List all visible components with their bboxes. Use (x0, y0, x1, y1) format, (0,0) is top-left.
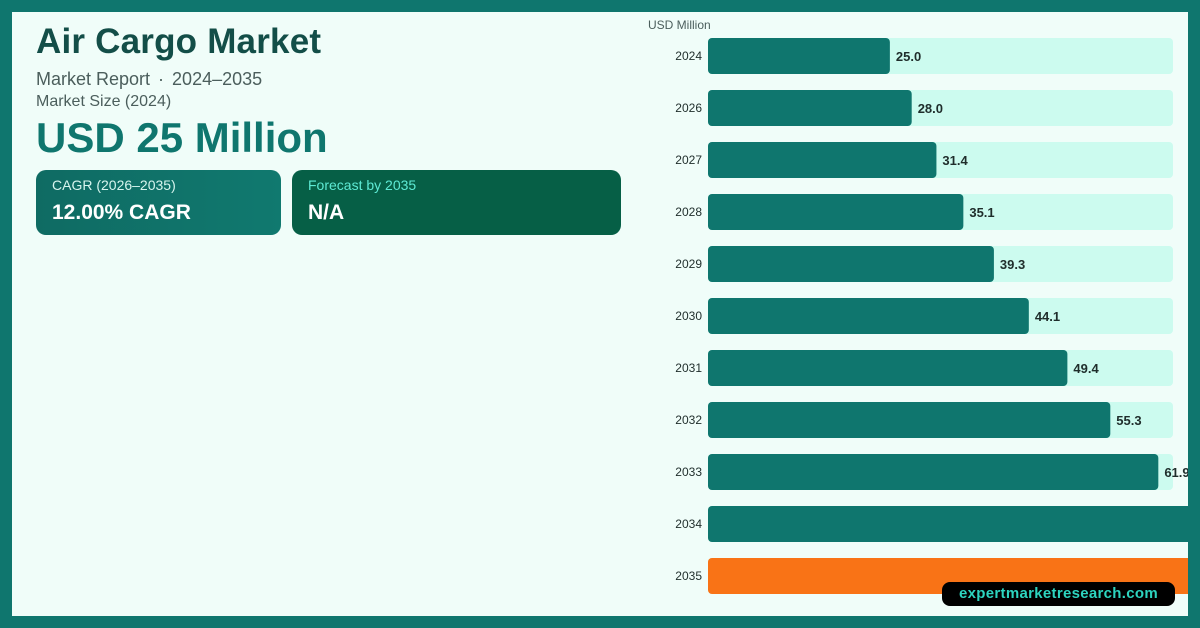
page-title: Air Cargo Market (36, 22, 322, 61)
tick-label-2031: 2031 (675, 361, 702, 375)
cagr-card: CAGR (2026–2035) 12.00% CAGR (36, 170, 281, 235)
report-period: 2024–2035 (172, 69, 263, 89)
forecast-label: Forecast by 2035 (308, 177, 417, 193)
tick-label-2028: 2028 (675, 205, 702, 219)
data-label-2028: 35.1 (969, 205, 994, 220)
data-label-2026: 28.0 (918, 101, 943, 116)
data-label-2027: 31.4 (942, 153, 968, 168)
data-label-2032: 55.3 (1116, 413, 1141, 428)
watermark: expertmarketresearch.com (942, 582, 1175, 606)
forecast-card: Forecast by 2035 N/A (292, 170, 621, 235)
tick-label-2034: 2034 (675, 517, 702, 531)
forecast-value: N/A (308, 201, 345, 224)
tick-label-2027: 2027 (675, 153, 702, 167)
tick-label-2033: 2033 (675, 465, 702, 479)
bar-2029 (708, 246, 994, 282)
tick-label-2026: 2026 (675, 101, 702, 115)
cagr-label: CAGR (2026–2035) (52, 177, 176, 193)
report-panel: Air Cargo Market Market Report · 2024–2035… (12, 12, 1188, 616)
report-label: Market Report (36, 69, 151, 89)
tick-label-2032: 2032 (675, 413, 702, 427)
bar-2034 (708, 506, 1188, 542)
report-subtitle: Market Report · 2024–2035 (36, 69, 262, 90)
data-label-2029: 39.3 (1000, 257, 1025, 272)
market-size-label: Market Size (2024) (36, 93, 172, 110)
bar-2031 (708, 350, 1068, 386)
bar-2026 (708, 90, 912, 126)
tick-label-2030: 2030 (675, 309, 702, 323)
bar-2028 (708, 194, 964, 230)
bar-2030 (708, 298, 1029, 334)
tick-label-2029: 2029 (675, 257, 702, 271)
bar-2024 (708, 38, 890, 74)
bar-2033 (708, 454, 1159, 490)
tick-label-2035: 2035 (675, 569, 702, 583)
market-size-value: USD 25 Million (36, 114, 328, 161)
data-label-2031: 49.4 (1073, 361, 1099, 376)
bar-chart: 2024 25.0 2026 28.0 2027 31.4 2028 35.1 2029 39.3… (675, 38, 1188, 594)
data-label-2030: 44.1 (1035, 309, 1060, 324)
cagr-value: 12.00% CAGR (52, 201, 191, 224)
bar-2027 (708, 142, 937, 178)
bar-2032 (708, 402, 1111, 438)
tick-label-2024: 2024 (675, 49, 702, 63)
chart-unit-label: USD Million (648, 18, 711, 32)
data-label-2033: 61.9 (1164, 465, 1188, 480)
separator-dot: · (158, 69, 165, 89)
data-label-2024: 25.0 (896, 49, 921, 64)
